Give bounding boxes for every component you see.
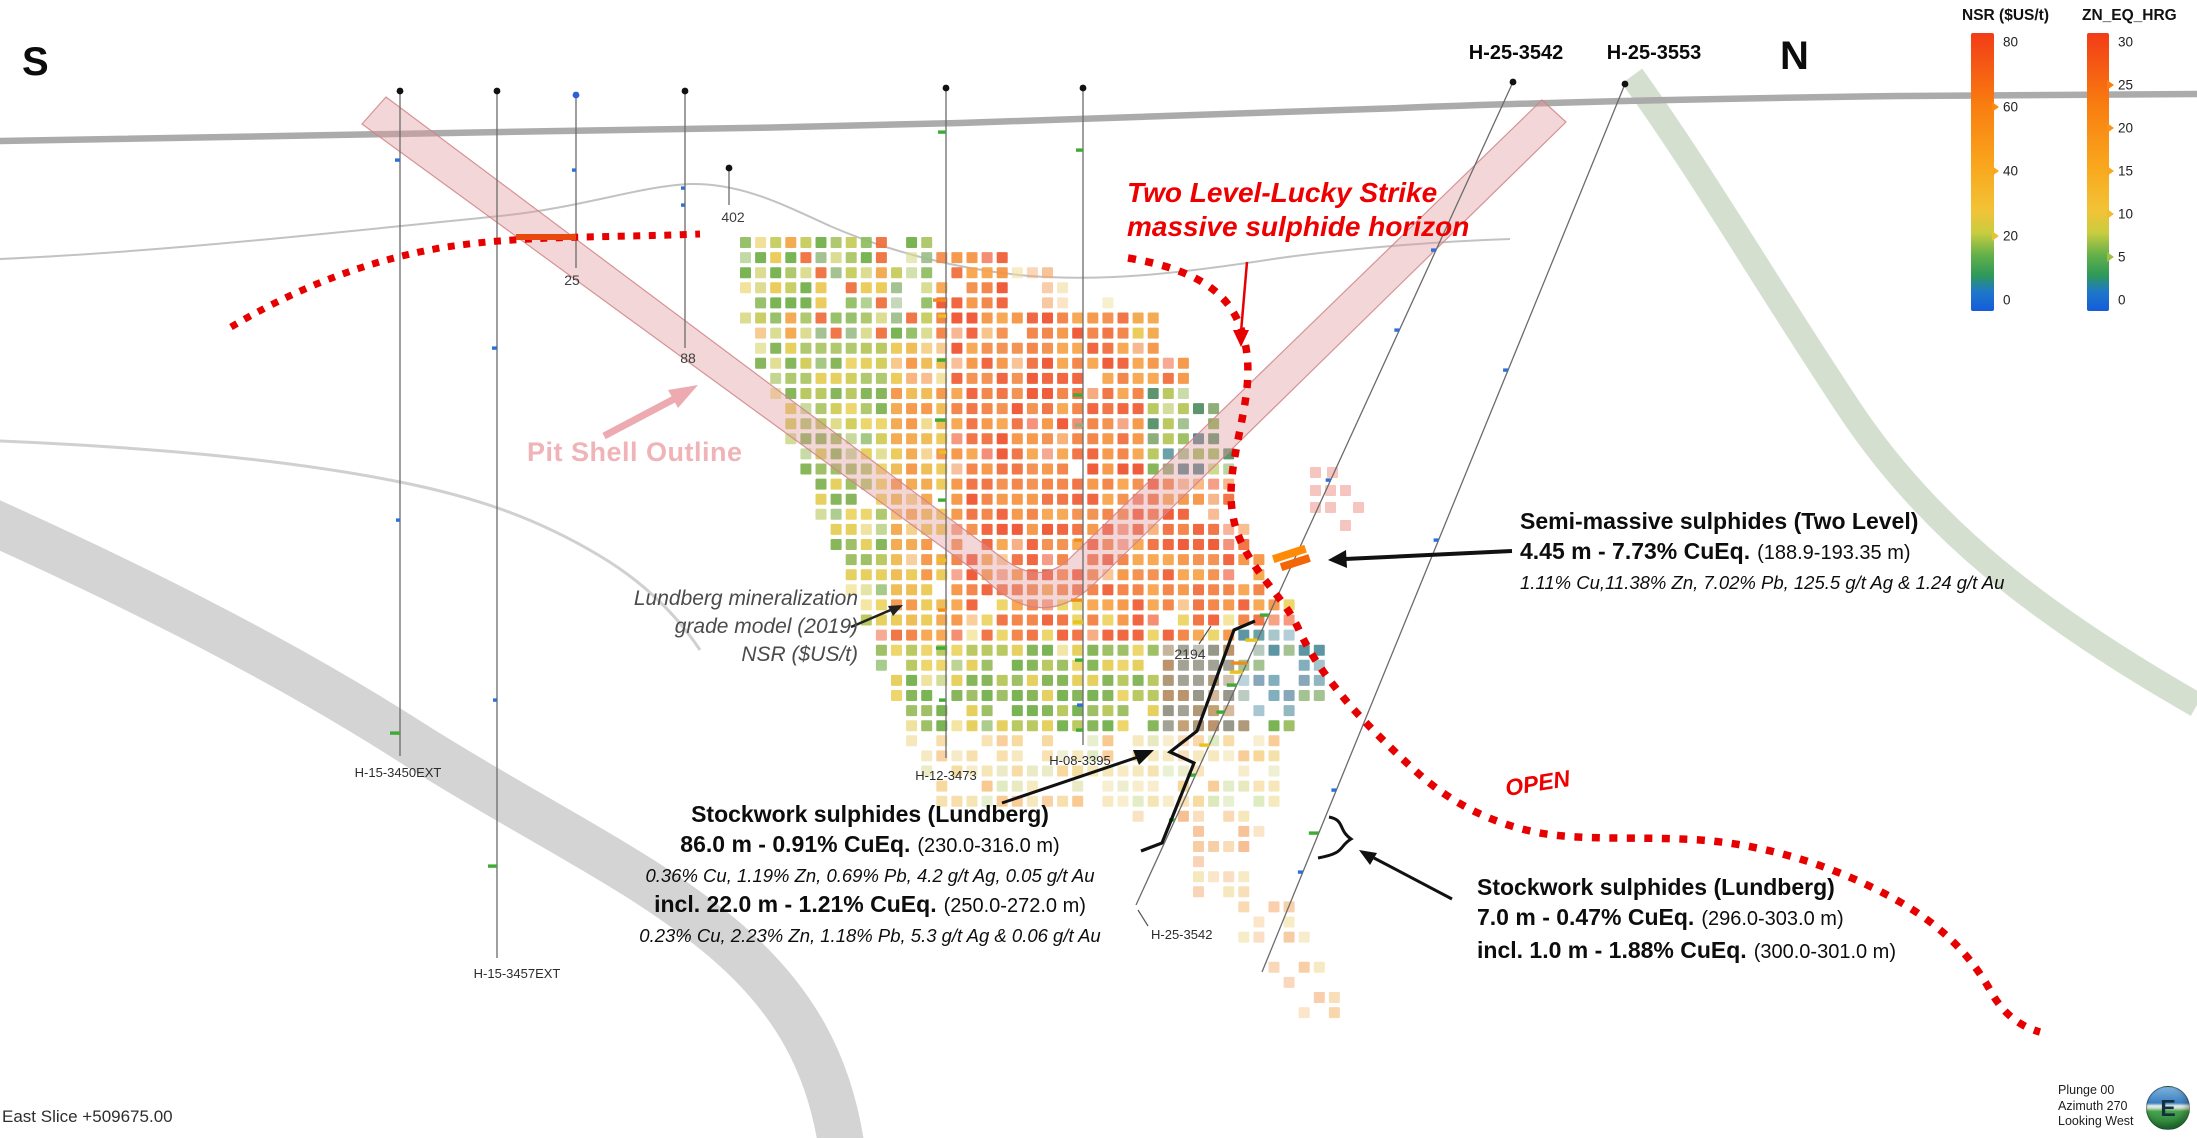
legend-tick-marker	[1992, 101, 1999, 112]
stockwork-main-range: (230.0-316.0 m)	[917, 835, 1060, 857]
pink-arrow-pit-shell	[602, 385, 698, 440]
legend-tick-label: 80	[2003, 34, 2019, 50]
drillhole-label: H-12-3473	[915, 768, 977, 783]
black-arrow-semi-massive	[1328, 549, 1513, 568]
depth-label: 2194	[1174, 646, 1206, 662]
view-azimuth: Azimuth 270	[2058, 1098, 2128, 1113]
legend-tick-marker	[1992, 166, 1999, 176]
legend-tick-label: 30	[2118, 34, 2134, 50]
north-label: N	[1780, 34, 1809, 78]
depth-label: 25	[564, 272, 580, 288]
callout-semi-massive: Semi-massive sulphides (Two Level) 4.45 …	[1520, 506, 2004, 596]
legend-tick-marker	[2107, 123, 2114, 133]
faded-red-blocks	[1310, 467, 1364, 531]
drillhole-traces	[390, 78, 1629, 973]
drillhole-label: H-25-3553	[1606, 42, 1702, 64]
stockwork-main-title: Stockwork sulphides (Lundberg)	[691, 801, 1049, 827]
legend-tick-marker	[1992, 230, 1999, 241]
depth-2194-leader	[1198, 625, 1212, 645]
drillhole-label: H-08-3395	[1049, 753, 1111, 768]
legend-tick-label: 15	[2118, 163, 2134, 179]
depth-label: 88	[680, 350, 696, 366]
semi-massive-range: (188.9-193.35 m)	[1757, 542, 1911, 564]
stockwork-main-incl: incl. 22.0 m - 1.21% CuEq.	[654, 891, 937, 917]
black-arrow-stockwork-main	[1001, 750, 1154, 805]
legend-tick-label: 25	[2118, 77, 2134, 93]
stockwork-3553-incl-range: (300.0-301.0 m)	[1753, 941, 1896, 963]
interval-bracket-7m	[1317, 815, 1354, 860]
grade-model-line1: Lundberg mineralization	[633, 587, 858, 610]
legend-tick-label: 0	[2003, 292, 2011, 308]
stockwork-main-incl-assays: 0.23% Cu, 2.23% Zn, 1.18% Pb, 5.3 g/t Ag…	[639, 925, 1101, 946]
callout-semi-massive-title: Semi-massive sulphides (Two Level)	[1520, 508, 1919, 534]
gray-band-lower	[0, 500, 864, 1138]
legend-tick-marker	[2107, 80, 2114, 90]
stockwork-3553-interval: 7.0 m - 0.47% CuEq.	[1477, 904, 1695, 930]
view-direction: Looking West	[2058, 1114, 2134, 1128]
legend-tick-marker	[2107, 209, 2114, 219]
legend-tick-label: 60	[2003, 99, 2019, 114]
horizon-dotted-east	[1127, 254, 2042, 1036]
horizon-annotation-line2: massive sulphide horizon	[1127, 211, 1470, 242]
black-arrow-stockwork-3553	[1359, 850, 1453, 901]
topography-surface	[0, 90, 2197, 145]
stockwork-3553-incl: incl. 1.0 m - 1.88% CuEq.	[1477, 937, 1747, 963]
red-arrow-horizon	[1233, 261, 1249, 347]
pit-shell-label: Pit Shell Outline	[527, 437, 743, 467]
legend-tick-label: 40	[2003, 163, 2019, 179]
legend-zn-title: ZN_EQ_HRG	[2082, 7, 2177, 24]
semi-massive-intercept-marker	[1272, 544, 1311, 571]
drillhole-label: H-25-3542	[1468, 42, 1564, 64]
view-info: Plunge 00 Azimuth 270 Looking West	[2058, 1083, 2134, 1130]
legend-tick-marker	[2107, 252, 2114, 262]
south-label: S	[22, 40, 49, 84]
callout-stockwork-3553: Stockwork sulphides (Lundberg) 7.0 m - 0…	[1477, 872, 1896, 968]
legend-tick-label: 0	[2118, 292, 2126, 308]
stockwork-main-incl-range: (250.0-272.0 m)	[943, 895, 1086, 917]
black-arrow-grade-model	[850, 605, 903, 629]
stockwork-3553-title: Stockwork sulphides (Lundberg)	[1477, 874, 1835, 900]
drillhole-label: H-15-3450EXT	[354, 765, 442, 780]
thin-line-left	[0, 439, 702, 651]
compass-ball[interactable]: E	[2146, 1086, 2190, 1130]
depth-label: 402	[721, 209, 745, 225]
interval-bracket-86m	[1140, 619, 1256, 853]
trace-end-leader	[1137, 909, 1149, 927]
legend-tick-label: 10	[2118, 206, 2134, 222]
stockwork-main-assays: 0.36% Cu, 1.19% Zn, 0.69% Pb, 4.2 g/t Ag…	[645, 865, 1095, 886]
legend-nsr-colorbar	[1971, 33, 1994, 311]
grade-model-line2: grade model (2019)	[674, 615, 858, 638]
pit-shell-band	[361, 96, 1567, 609]
drillhole-label: H-15-3457EXT	[473, 966, 561, 981]
legend-nsr-title: NSR ($US/t)	[1962, 7, 2049, 24]
legend-tick-label: 20	[2003, 228, 2019, 243]
legend-tick-label: 5	[2118, 249, 2126, 265]
legend-tick-label: 20	[2118, 120, 2134, 136]
stockwork-3553-range: (296.0-303.0 m)	[1701, 908, 1844, 930]
grade-model-annotation: Lundberg mineralization grade model (201…	[558, 585, 858, 669]
slice-label: East Slice +509675.00	[2, 1107, 173, 1126]
grade-model-line3: NSR ($US/t)	[741, 643, 858, 666]
drillhole-end-label: H-25-3542	[1151, 927, 1213, 942]
legend-tick-marker	[2107, 166, 2114, 176]
view-plunge: Plunge 00	[2058, 1083, 2115, 1097]
overburden-line	[0, 182, 1511, 279]
block-model	[740, 237, 1340, 1019]
stockwork-main-interval: 86.0 m - 0.91% CuEq.	[680, 831, 911, 857]
legend-zn-colorbar	[2087, 33, 2109, 311]
green-band	[1621, 68, 2197, 716]
semi-massive-assays: 1.11% Cu,11.38% Zn, 7.02% Pb, 125.5 g/t …	[1520, 572, 2005, 593]
callout-stockwork-main: Stockwork sulphides (Lundberg) 86.0 m - …	[595, 799, 1145, 949]
semi-massive-interval: 4.45 m - 7.73% CuEq.	[1520, 538, 1751, 564]
horizon-dotted-west	[229, 230, 701, 331]
compass-east-letter: E	[2160, 1094, 2176, 1121]
horizon-annotation: Two Level-Lucky Strike massive sulphide …	[1127, 176, 1469, 244]
horizon-annotation-line1: Two Level-Lucky Strike	[1127, 177, 1438, 208]
